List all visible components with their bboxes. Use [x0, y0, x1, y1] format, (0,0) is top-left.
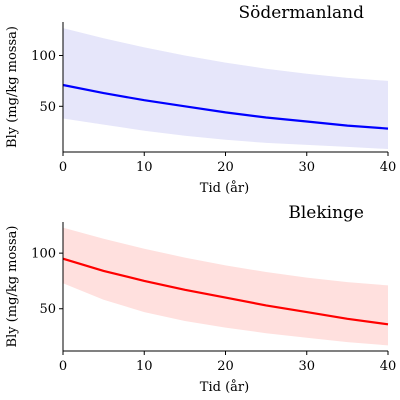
chart-panel-1: 0 10 20 30 40 50 100 Tid (år) Bly (mg/kg mossa) S…: [5, 3, 396, 196]
x-axis-label: Tid (år): [200, 180, 249, 196]
x-tick-label: 0: [59, 160, 67, 175]
y-axis-label: Bly (mg/kg mossa): [5, 226, 20, 348]
x-tick-label: 40: [380, 160, 397, 175]
y-tick-label: 100: [31, 247, 56, 262]
chart-panel-2: 0 10 20 30 40 50 100 Tid (år) Bly (mg/kg mossa) B…: [5, 203, 396, 395]
x-tick-label: 20: [217, 160, 234, 175]
x-tick-label: 10: [136, 359, 153, 374]
y-axis-label: Bly (mg/kg mossa): [5, 26, 20, 148]
x-tick-label: 10: [136, 160, 153, 175]
x-tick-label: 20: [217, 359, 234, 374]
x-tick-label: 0: [59, 359, 67, 374]
y-tick-label: 50: [39, 302, 56, 317]
confidence-band: [63, 228, 388, 346]
confidence-band: [63, 28, 388, 149]
x-tick-label: 30: [298, 359, 315, 374]
chart-title: Södermanland: [238, 3, 364, 23]
y-tick-label: 100: [31, 49, 56, 64]
x-tick-label: 30: [298, 160, 315, 175]
x-tick-label: 40: [380, 359, 397, 374]
y-tick-label: 50: [39, 100, 56, 115]
x-axis-label: Tid (år): [200, 379, 249, 395]
chart-title: Blekinge: [288, 203, 364, 223]
